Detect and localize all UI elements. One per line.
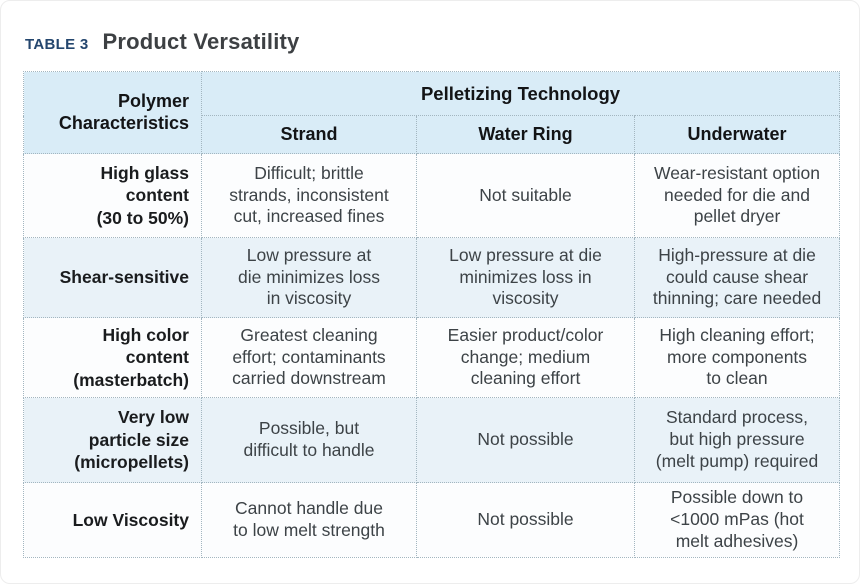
cell-high-glass-underwater: Wear-resistant option needed for die and…: [633, 153, 841, 238]
row-label-very-low-particle-size: Very low particle size (micropellets): [23, 397, 202, 483]
column-header-water-ring: Water Ring: [416, 115, 635, 154]
column-header-row: Strand Water Ring Underwater: [24, 115, 841, 154]
table-row: Shear-sensitive Low pressure at die mini…: [23, 237, 841, 318]
group-header-pelletizing-technology: Pelletizing Technology: [200, 71, 841, 116]
cell-high-glass-water-ring: Not suitable: [416, 153, 635, 238]
cell-high-glass-strand: Difficult; brittle strands, inconsistent…: [201, 153, 417, 238]
row-label-low-viscosity: Low Viscosity: [23, 482, 202, 558]
cell-particle-strand: Possible, but difficult to handle: [201, 397, 417, 483]
table-number-label: TABLE 3: [25, 36, 89, 53]
corner-header-polymer-characteristics: Polymer Characteristics: [23, 71, 202, 154]
cell-particle-underwater: Standard process, but high pressure (mel…: [633, 397, 841, 483]
table-body: High glass content (30 to 50%) Difficult…: [23, 153, 841, 558]
product-versatility-table: Polymer Characteristics Pelletizing Tech…: [23, 71, 841, 558]
row-label-high-color-content: High color content (masterbatch): [23, 317, 202, 398]
table-row: Low Viscosity Cannot handle due to low m…: [23, 482, 841, 558]
cell-shear-underwater: High-pressure at die could cause shear t…: [633, 237, 841, 318]
cell-color-strand: Greatest cleaning effort; contaminants c…: [201, 317, 417, 398]
cell-viscosity-water-ring: Not possible: [416, 482, 635, 558]
table-row: Very low particle size (micropellets) Po…: [23, 397, 841, 483]
table-header: Polymer Characteristics Pelletizing Tech…: [23, 71, 841, 154]
table-row: High glass content (30 to 50%) Difficult…: [23, 153, 841, 238]
cell-shear-strand: Low pressure at die minimizes loss in vi…: [201, 237, 417, 318]
title-block: TABLE 3 Product Versatility: [23, 29, 837, 57]
row-label-high-glass-content: High glass content (30 to 50%): [23, 153, 202, 238]
cell-viscosity-underwater: Possible down to <1000 mPas (hot melt ad…: [633, 482, 841, 558]
row-label-shear-sensitive: Shear-sensitive: [23, 237, 202, 318]
column-header-strand: Strand: [201, 115, 417, 154]
cell-shear-water-ring: Low pressure at die minimizes loss in vi…: [416, 237, 635, 318]
column-header-underwater: Underwater: [633, 115, 841, 154]
table-row: High color content (masterbatch) Greates…: [23, 317, 841, 398]
cell-particle-water-ring: Not possible: [416, 397, 635, 483]
cell-color-underwater: High cleaning effort; more components to…: [633, 317, 841, 398]
group-header-row: Polymer Characteristics Pelletizing Tech…: [23, 71, 841, 154]
page-title: Product Versatility: [102, 29, 300, 54]
cell-viscosity-strand: Cannot handle due to low melt strength: [201, 482, 417, 558]
cell-color-water-ring: Easier product/color change; medium clea…: [416, 317, 635, 398]
